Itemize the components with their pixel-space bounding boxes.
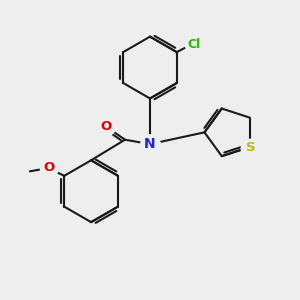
Text: Cl: Cl [188,38,201,51]
Text: O: O [100,120,112,133]
Text: N: N [144,137,156,151]
Text: S: S [245,141,255,154]
Text: O: O [44,161,55,174]
